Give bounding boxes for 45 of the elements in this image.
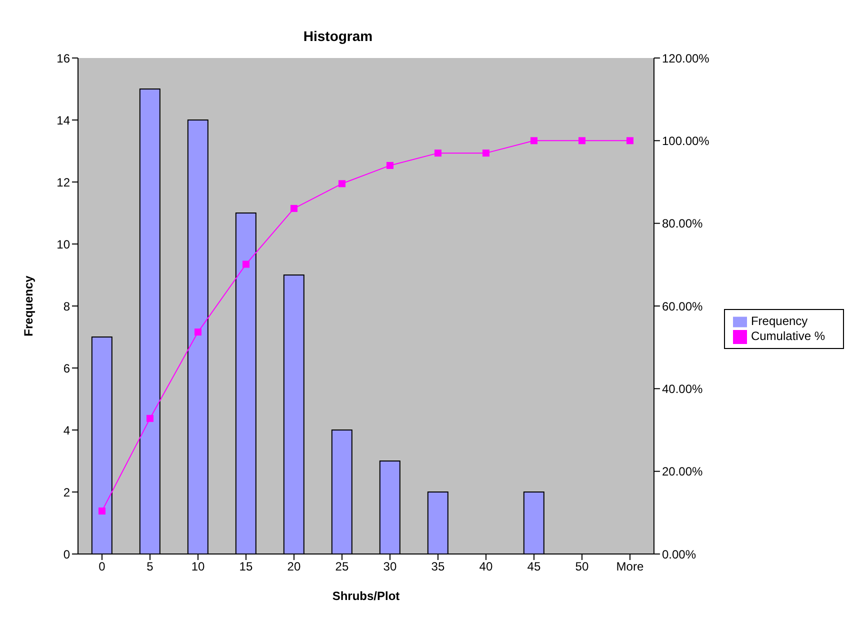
point — [626, 137, 634, 144]
point — [578, 137, 586, 144]
y-tick-label: 2 — [63, 485, 70, 500]
x-tick-label: 10 — [191, 560, 205, 574]
x-tick-label: 20 — [287, 560, 301, 574]
point — [482, 150, 490, 157]
x-tick-label: 5 — [146, 560, 154, 574]
legend-label: Cumulative % — [750, 329, 825, 343]
point — [530, 137, 538, 144]
x-tick-label: 40 — [479, 560, 493, 574]
y-tick-label: 0 — [63, 547, 70, 562]
point — [290, 204, 298, 212]
x-tick-label: 35 — [431, 560, 445, 574]
point — [242, 260, 250, 268]
y2-tick-label: 80.00% — [662, 216, 703, 231]
y2-tick-label: 100.00% — [662, 134, 710, 148]
x-axis-title: Shrubs/Plot — [332, 589, 400, 603]
y2-tick-label: 40.00% — [662, 382, 703, 396]
y-axis-title: Frequency — [21, 275, 36, 336]
point — [434, 150, 442, 157]
x-tick-label: 15 — [239, 560, 253, 574]
x-tick-label: 25 — [335, 560, 349, 574]
x-tick-label: 50 — [575, 560, 589, 574]
y-tick-label: 14 — [56, 113, 70, 128]
y-tick-label: 10 — [56, 237, 70, 252]
y-tick-label: 16 — [56, 51, 70, 66]
y-tick-label: 4 — [63, 423, 70, 438]
x-tick-label: 45 — [527, 560, 541, 574]
y-tick-label: 6 — [63, 361, 70, 376]
chart-title: Histogram — [302, 27, 374, 44]
x-tick-label: 30 — [383, 560, 397, 574]
point — [194, 328, 202, 336]
y2-tick-label: 60.00% — [662, 299, 703, 314]
y-tick-label: 12 — [56, 175, 70, 190]
y2-tick-label: 20.00% — [662, 464, 703, 479]
y2-tick-label: 120.00% — [662, 51, 710, 66]
y2-tick-label: 0.00% — [662, 547, 696, 562]
point — [386, 162, 394, 169]
point — [98, 508, 106, 515]
legend-label: Frequency — [750, 314, 808, 328]
point — [146, 414, 154, 422]
x-tick-label: More — [616, 560, 644, 574]
x-tick-label: 0 — [98, 560, 106, 574]
y-tick-label: 8 — [63, 299, 70, 314]
point — [338, 180, 346, 188]
